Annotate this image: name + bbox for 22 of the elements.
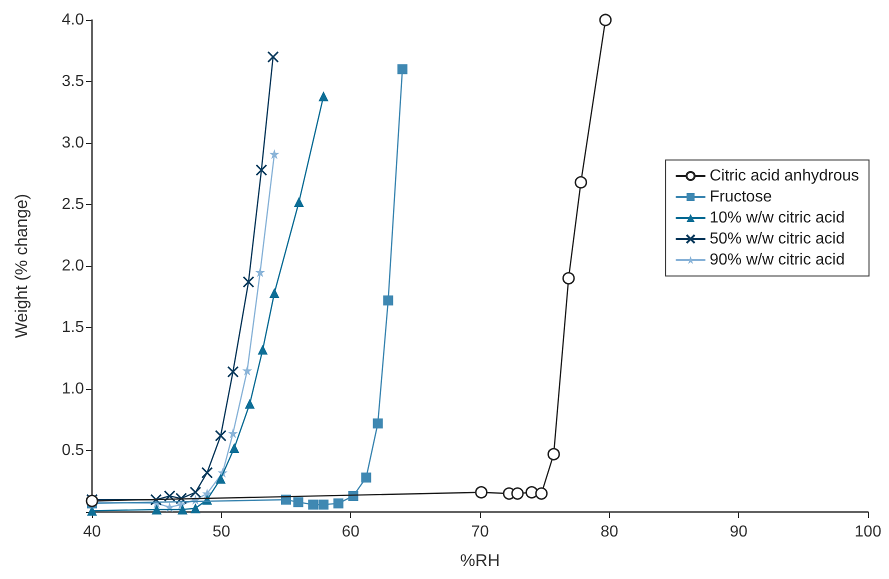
legend-label: 50% w/w citric acid [710, 230, 845, 248]
x-tick-label: 80 [600, 524, 618, 540]
x-tick-label: 90 [730, 524, 748, 540]
legend-label: Citric acid anhydrous [710, 168, 860, 184]
y-tick-label: 3.0 [62, 134, 84, 152]
x-tick-label: 60 [342, 524, 360, 540]
legend-label: Fructose [710, 188, 772, 206]
y-axis-title: Weight (% change) [12, 194, 31, 338]
x-tick-label: 40 [83, 524, 101, 540]
y-tick-label: 1.0 [62, 380, 84, 398]
y-tick-label: 2.5 [62, 196, 84, 213]
legend-label: 90% w/w citric acid [710, 252, 845, 268]
x-tick-label: 100 [854, 524, 882, 540]
y-tick-label: 1.5 [62, 319, 84, 336]
y-tick-label: 0.5 [62, 442, 84, 459]
x-axis-title: %RH [460, 551, 500, 570]
y-tick-label: 2.0 [62, 258, 84, 274]
y-tick-label: 4.0 [62, 12, 84, 28]
x-tick-label: 70 [471, 524, 489, 540]
y-tick-label: 3.5 [62, 73, 84, 90]
legend-label: 10% w/w citric acid [710, 210, 845, 226]
x-tick-label: 50 [212, 524, 230, 540]
